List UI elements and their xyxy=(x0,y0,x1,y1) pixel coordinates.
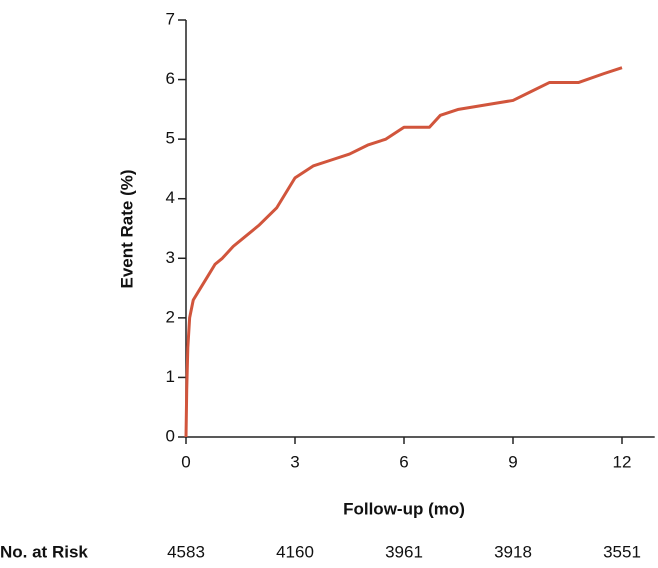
at-risk-value: 3551 xyxy=(603,542,641,561)
x-tick-label: 3 xyxy=(290,452,299,471)
y-tick-label: 3 xyxy=(166,248,175,267)
y-tick-label: 4 xyxy=(166,188,175,207)
y-tick-label: 5 xyxy=(166,129,175,148)
y-tick-label: 6 xyxy=(166,69,175,88)
y-tick-label: 2 xyxy=(166,307,175,326)
y-axis-title: Event Rate (%) xyxy=(117,169,136,288)
x-tick-label: 6 xyxy=(399,452,408,471)
y-tick-label: 1 xyxy=(166,367,175,386)
event-curve xyxy=(184,66,623,438)
at-risk-value: 3918 xyxy=(494,542,532,561)
x-tick-label: 9 xyxy=(508,452,517,471)
x-tick-label: 12 xyxy=(613,452,632,471)
y-tick-label: 7 xyxy=(166,9,175,28)
x-tick-label: 0 xyxy=(181,452,190,471)
at-risk-value: 4160 xyxy=(276,542,314,561)
at-risk-label: No. at Risk xyxy=(0,542,88,561)
at-risk-value: 3961 xyxy=(385,542,423,561)
at-risk-value: 4583 xyxy=(167,542,205,561)
y-tick-label: 0 xyxy=(166,426,175,445)
x-axis-title: Follow-up (mo) xyxy=(343,499,465,518)
